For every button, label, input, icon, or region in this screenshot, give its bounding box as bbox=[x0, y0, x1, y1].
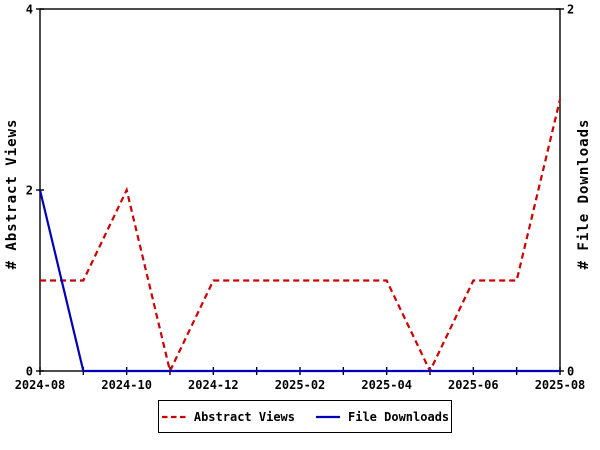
left-y-tick-label: 2 bbox=[26, 184, 33, 198]
legend-item-abstract-views: Abstract Views bbox=[161, 410, 295, 424]
x-tick-label: 2025-08 bbox=[535, 378, 586, 392]
series-file-downloads-line bbox=[38, 189, 560, 373]
right-axis-title: # File Downloads bbox=[576, 119, 592, 270]
left-y-tick-label: 4 bbox=[26, 3, 33, 17]
legend-label-abstract-views: Abstract Views bbox=[193, 409, 295, 424]
right-y-tick-label: 0 bbox=[567, 365, 574, 379]
x-tick-label: 2024-10 bbox=[101, 378, 152, 392]
right-y-tick-label: 2 bbox=[567, 3, 574, 17]
legend-item-file-downloads: File Downloads bbox=[315, 410, 449, 424]
x-tick-label: 2024-12 bbox=[188, 378, 239, 392]
legend-label-file-downloads: File Downloads bbox=[348, 409, 450, 424]
series-abstract-views-line bbox=[40, 99, 562, 375]
left-y-tick-label: 0 bbox=[26, 365, 33, 379]
x-tick-label: 2025-04 bbox=[361, 378, 412, 392]
plot-border bbox=[39, 8, 561, 372]
legend: Abstract Views File Downloads bbox=[158, 400, 452, 433]
red-dashed-line-icon bbox=[161, 415, 186, 418]
x-tick-label: 2025-02 bbox=[275, 378, 326, 392]
blue-solid-line-icon bbox=[316, 415, 340, 418]
x-tick-label: 2024-08 bbox=[15, 378, 66, 392]
left-axis-title: # Abstract Views bbox=[4, 119, 20, 270]
x-tick-label: 2025-06 bbox=[448, 378, 499, 392]
